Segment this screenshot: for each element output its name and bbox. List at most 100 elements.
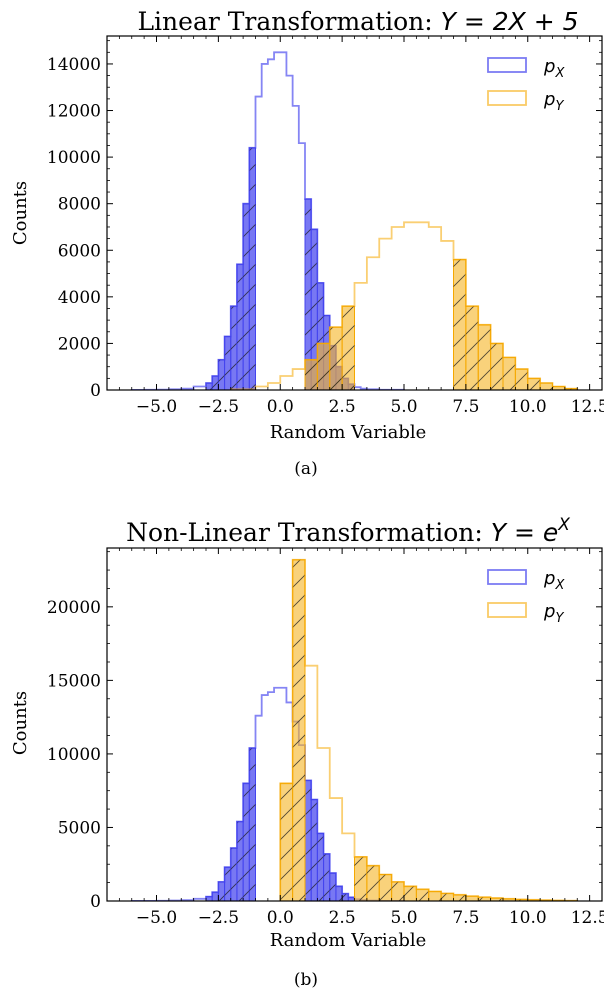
legend-label-py: pY — [543, 601, 564, 626]
chart-a-xlabel: Random Variable — [270, 422, 427, 443]
x-tick-label: 10.0 — [509, 397, 547, 417]
y-tick-label: 0 — [90, 381, 101, 401]
hatch-bin-px — [212, 376, 219, 390]
chart-b-ticks: −5.0 −2.5 0.0 2.5 5.0 7.5 10.0 12.5 0 5000 10000 15… — [47, 548, 604, 928]
hatch-bin-py — [515, 369, 528, 390]
hatch-bin-px — [305, 199, 312, 390]
hatch-bin-py — [391, 881, 404, 901]
x-tick-label: −5.0 — [136, 397, 177, 417]
hatch-bin-py — [366, 865, 380, 901]
hatch-bin-px — [335, 886, 343, 901]
x-tick-label: 12.5 — [571, 397, 604, 417]
hatch-bin-py — [465, 896, 479, 901]
x-tick-label: −2.5 — [198, 908, 239, 928]
caption-a: (a) — [294, 459, 317, 479]
y-tick-label: 5000 — [58, 818, 101, 838]
chart-b: Non-Linear Transformation: Y = eX −5.0 −2… — [10, 515, 604, 990]
hatch-bin-py — [503, 357, 516, 390]
chart-b-legend: pX pY — [487, 568, 565, 626]
hatch-bin-py — [342, 306, 355, 390]
x-tick-label: 5.0 — [390, 908, 417, 928]
caption-b: (b) — [294, 970, 318, 990]
chart-b-xlabel: Random Variable — [270, 930, 427, 951]
chart-b-ylabel: Counts — [10, 691, 31, 755]
y-tick-label: 10000 — [47, 148, 101, 168]
legend-swatch-py — [487, 90, 527, 106]
y-tick-label: 0 — [90, 892, 101, 912]
x-tick-label: 0.0 — [267, 908, 294, 928]
hatch-bin-py — [503, 898, 516, 901]
hatch-bin-px — [317, 282, 324, 390]
legend-label-px: pX — [543, 56, 565, 81]
histogram-outline-py — [229, 221, 579, 390]
y-tick-label: 2000 — [58, 334, 101, 354]
x-tick-label: 7.5 — [452, 397, 479, 417]
legend-label-px: pX — [543, 568, 565, 593]
x-tick-label: 7.5 — [452, 908, 479, 928]
hatch-bin-py — [317, 343, 330, 390]
legend-label-py: pY — [543, 89, 564, 114]
y-tick-label: 14000 — [47, 55, 101, 75]
y-tick-label: 12000 — [47, 102, 101, 122]
hatch-bin-px — [224, 867, 231, 901]
chart-a-plot-area — [130, 51, 579, 390]
hatch-bin-px — [230, 306, 237, 390]
hatch-bin-py — [453, 259, 466, 390]
hatch-bin-px — [236, 821, 244, 901]
y-tick-label: 15000 — [47, 671, 101, 691]
hatch-bin-px — [224, 336, 231, 390]
hatch-bin-px — [342, 893, 349, 901]
legend-swatch-py — [487, 602, 527, 618]
legend-swatch-px — [487, 569, 527, 585]
hatch-bin-px — [305, 780, 312, 901]
hatch-bin-px — [311, 229, 318, 390]
hatch-bin-py — [404, 886, 417, 901]
y-tick-label: 8000 — [58, 195, 101, 215]
chart-a-ticks: −5.0 −2.5 0.0 2.5 5.0 7.5 10.0 12.5 0 2000 4000 600… — [47, 36, 604, 417]
chart-a-legend: pX pY — [487, 56, 565, 114]
legend-swatch-px — [487, 57, 527, 73]
hatch-bin-px — [311, 799, 318, 901]
hatch-bin-py — [292, 559, 305, 901]
x-tick-label: 5.0 — [390, 397, 417, 417]
hatch-bin-px — [206, 896, 213, 901]
x-tick-label: −2.5 — [198, 397, 239, 417]
chart-a: Linear Transformation: Y = 2X + 5 −5.0 −2… — [10, 7, 604, 479]
hatch-bin-px — [218, 359, 225, 390]
x-tick-label: −5.0 — [136, 908, 177, 928]
x-tick-label: 0.0 — [267, 397, 294, 417]
hatch-bin-py — [465, 306, 479, 390]
hatch-bin-px — [243, 203, 250, 390]
hatch-bin-py — [490, 898, 503, 901]
hatch-bin-py — [329, 327, 343, 390]
hatch-bin-px — [243, 783, 250, 901]
hatch-bin-px — [317, 833, 324, 901]
chart-b-title: Non-Linear Transformation: Y = eX — [126, 515, 570, 547]
hatch-bin-px — [348, 897, 355, 901]
x-tick-label: 10.0 — [509, 908, 547, 928]
hatch-bin-px — [236, 264, 244, 390]
hatch-bin-px — [249, 147, 256, 390]
hatch-bin-py — [379, 874, 392, 901]
histogram-outline-py — [279, 558, 579, 901]
x-tick-label: 12.5 — [571, 908, 604, 928]
hatch-bin-px — [249, 748, 256, 901]
hatch-bin-px — [218, 881, 225, 901]
hatch-bin-py — [478, 897, 491, 901]
hatch-bin-py — [453, 894, 466, 901]
hatch-bin-py — [552, 386, 565, 390]
x-tick-label: 2.5 — [329, 397, 356, 417]
hatch-bin-py — [416, 889, 429, 901]
hatch-bin-px — [329, 873, 336, 901]
y-tick-label: 4000 — [58, 288, 101, 308]
chart-b-plot-area — [130, 558, 579, 901]
histogram-outline-px — [130, 51, 405, 390]
chart-a-ylabel: Counts — [10, 181, 31, 245]
y-tick-label: 10000 — [47, 745, 101, 765]
x-tick-label: 2.5 — [329, 908, 356, 928]
chart-a-title: Linear Transformation: Y = 2X + 5 — [137, 7, 578, 36]
hatch-bin-px — [206, 383, 213, 390]
hatch-bin-py — [305, 359, 318, 390]
hatch-bin-py — [527, 378, 541, 390]
